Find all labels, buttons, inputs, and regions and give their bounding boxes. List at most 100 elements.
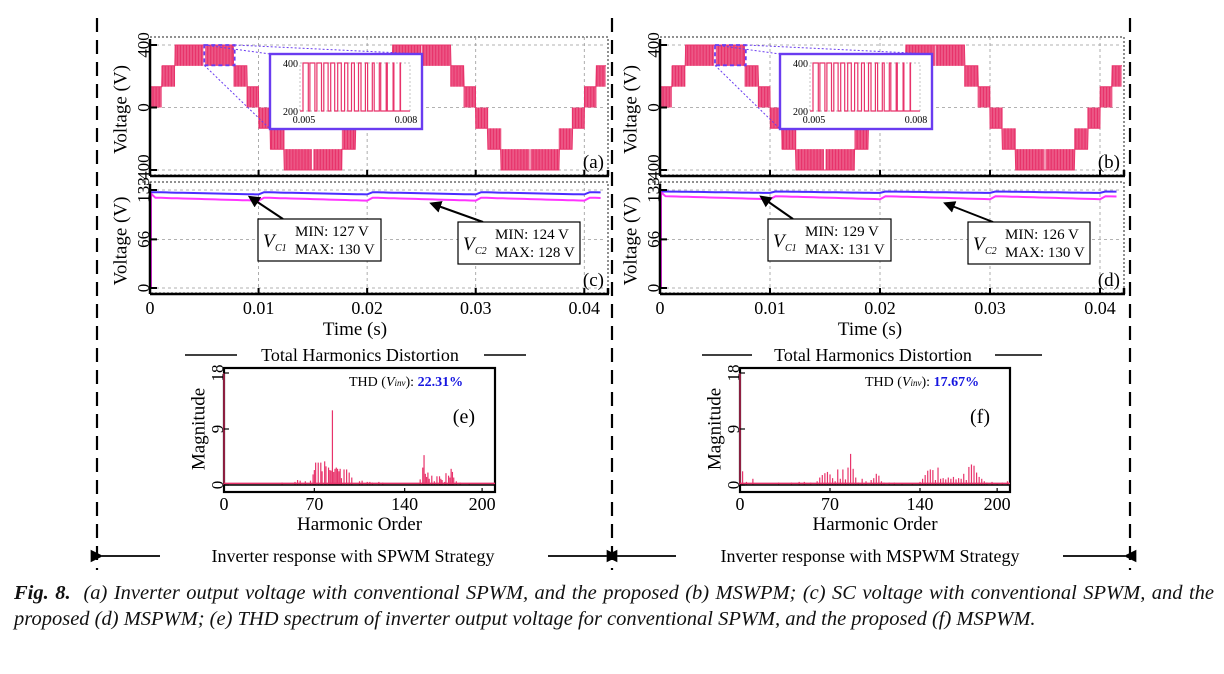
y-tick-label: 0 (134, 284, 153, 293)
spectrum-bar (299, 480, 301, 485)
spectrum-bar (810, 482, 812, 485)
spectrum-bar (855, 477, 857, 485)
spectrum-bar (369, 481, 371, 485)
spectrum-bar (329, 470, 331, 485)
spectrum-bar (424, 473, 426, 485)
spectrum-bar (444, 481, 446, 485)
spectrum-bar (453, 477, 455, 485)
y-tick-label: 18 (208, 365, 227, 382)
spectrum-bar (334, 468, 336, 485)
y-axis-label: Voltage (V) (620, 65, 641, 154)
x-tick-label: 70 (821, 494, 839, 514)
spectrum-bar (327, 467, 330, 485)
x-tick-label: 0.01 (754, 298, 786, 318)
panel-e-thd-spwm: 18 9 0 0 70 140 200 Magnitude Harmonic Order THD … (188, 365, 497, 535)
zoom-connector (203, 64, 271, 130)
inset-x-tick-label: 0.005 (293, 115, 316, 126)
spectrum-bar (294, 481, 296, 485)
spectrum-bar (371, 482, 374, 485)
annotation-max: MAX: 130 V (295, 242, 375, 258)
zoom-connector (714, 44, 781, 55)
left-banner-text: Inverter response with SPWM Strategy (212, 546, 495, 566)
inset-x-tick-label: 0.005 (803, 115, 826, 126)
thd-value: 22.31% (418, 375, 464, 390)
annotation-var-sub: C2 (475, 246, 487, 257)
annotation-var: V (463, 234, 477, 255)
y-tick-label: 66 (644, 231, 663, 248)
spectrum-bar (340, 478, 343, 485)
x-tick-label: 140 (391, 494, 418, 514)
spectrum-bar (986, 482, 988, 485)
spectrum-bar (844, 479, 847, 485)
spectrum-bar (281, 482, 283, 485)
spectrum-bar (970, 464, 973, 485)
annotation-box (967, 221, 1091, 265)
y-axis-label: Voltage (V) (110, 197, 131, 286)
spectrum-bar (996, 483, 998, 485)
spectrum-bar (304, 481, 306, 485)
y-axis-label: Magnitude (704, 388, 725, 470)
spectrum-bar (929, 469, 931, 485)
annotation-min: MIN: 126 V (1005, 227, 1079, 243)
series-vc1-line (660, 190, 1117, 288)
panel-label: (b) (1098, 152, 1120, 173)
spectrum-bar (893, 482, 895, 485)
y-axis-label: Voltage (V) (620, 197, 641, 286)
spectrum-bar (939, 478, 942, 485)
spectrum-bar (451, 471, 454, 485)
spectrum-bar (981, 478, 983, 485)
x-tick-label: 0.04 (1084, 298, 1116, 318)
spectrum-bar (752, 478, 754, 485)
inset-waveform (300, 62, 410, 112)
spectrum-bar (831, 478, 834, 485)
spectrum-bar (450, 468, 452, 485)
zoom-connector (745, 44, 933, 55)
spectrum-bar (338, 471, 340, 485)
spectrum-bar (927, 470, 929, 485)
spectrum-bar (312, 474, 314, 485)
annotation-box (767, 218, 892, 262)
inset-y-tick-label: 200 (793, 107, 808, 118)
inset-x-tick-label: 0.008 (395, 115, 418, 126)
panel-label: (c) (583, 270, 604, 291)
spectrum-bar (826, 471, 829, 485)
spectrum-bar (333, 471, 335, 485)
spectrum-bar (968, 466, 970, 485)
spectrum-bar (975, 472, 978, 485)
spectrum-bar (878, 475, 880, 485)
spectrum-bar (824, 473, 826, 485)
spectrum-bar (978, 476, 980, 485)
thd-annotation-suffix: ): (922, 375, 934, 390)
series-vc2-line (660, 189, 1117, 288)
spectrum-bar (346, 469, 348, 485)
x-tick-label: 0.02 (351, 298, 383, 318)
panel-f-thd-mspwm: 18 9 0 0 70 140 200 Magnitude Harmonic Order THD … (704, 365, 1012, 535)
annotation-min: MIN: 129 V (805, 224, 879, 240)
spectrum-bar (445, 473, 447, 485)
inset-y-tick-label: 400 (793, 59, 808, 70)
annotation-min: MIN: 124 V (495, 227, 569, 243)
x-axis-label: Harmonic Order (812, 514, 938, 535)
thd-value: 17.67% (934, 375, 980, 390)
spectrum-bar (426, 476, 428, 485)
x-tick-label: 0.02 (864, 298, 896, 318)
spectrum-bar (873, 478, 875, 485)
thd-annotation-sub: inv (395, 378, 406, 388)
spectrum-bar (849, 453, 852, 485)
zoom-connector (204, 44, 271, 55)
spectrum-bar (865, 481, 867, 485)
spectrum-bar (880, 481, 883, 485)
x-tick-label: 0 (736, 494, 745, 514)
spectrum-bar (875, 473, 877, 485)
x-tick-label: 200 (469, 494, 496, 514)
spectrum-bar (358, 481, 361, 485)
thd-annotation-suffix: ): (406, 375, 418, 390)
thd-annotation-label: THD ( (349, 375, 386, 390)
spectrum-bar (741, 471, 744, 485)
series-vc1-line (150, 191, 601, 288)
annotation-arrow (759, 195, 794, 220)
spectrum-bar (888, 482, 890, 485)
annotation-max: MAX: 128 V (495, 245, 575, 261)
plot-frame (659, 181, 1125, 294)
